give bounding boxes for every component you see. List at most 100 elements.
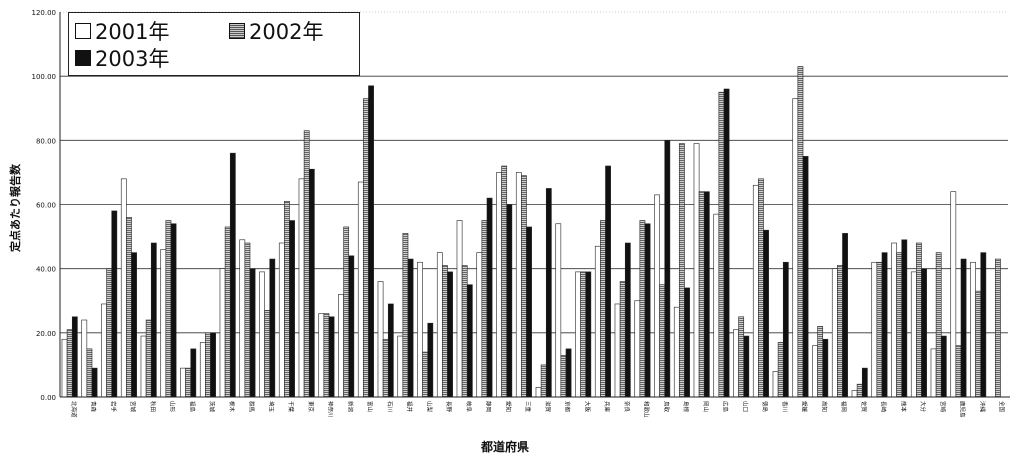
bar-2002年-千葉 [284,200,290,398]
bar-2002年-宮崎 [935,252,942,398]
bar-2003年-東京 [308,168,315,398]
x-tick-label: 長崎 [880,401,888,413]
bar-2001年-宮崎 [930,348,937,398]
bar-2003年-栃木 [229,152,236,398]
bar-2002年-香川 [777,342,784,398]
bar-2002年-愛媛 [797,66,804,398]
x-tick-label: 富山 [366,401,374,412]
x-tick-label: 宮城 [129,401,137,413]
x-axis-title: 都道府県 [480,440,529,454]
bar-2001年-富山 [357,181,364,398]
x-tick-label: 愛媛 [801,401,809,413]
bar-2001年-秋田 [140,335,147,398]
bar-2003年-京都 [565,348,572,398]
bar-2002年-岩手 [106,268,113,398]
bar-2002年-兵庫 [600,220,606,398]
bar-2001年-愛媛 [792,98,799,398]
bar-2002年-山梨 [422,351,429,398]
x-tick-label: 千葉 [287,401,295,413]
bar-2003年-山梨 [427,322,434,398]
bar-2003年-茨城 [210,332,216,398]
bar-2002年-徳島 [758,178,764,398]
x-tick-label: 宮崎 [939,401,947,413]
bar-2002年-神奈川 [323,313,330,398]
x-tick-label: 大分 [919,401,927,413]
bar-2003年-群馬 [249,268,256,398]
bar-2002年-長野 [442,265,448,398]
bar-2003年-秋田 [150,242,157,398]
legend-swatch-2001 [75,23,91,39]
bar-2002年-愛知 [501,165,508,398]
x-tick-label: 和歌山 [643,401,651,418]
bar-2003年-岐阜 [466,284,473,398]
x-tick-label: 全国 [998,401,1006,413]
bar-2003年-広島 [723,88,730,398]
bar-2001年-山形 [160,249,167,398]
y-tick-label: 80.00 [36,137,56,145]
x-tick-label: 佐賀 [860,401,868,413]
bar-2001年-大阪 [575,271,581,398]
bar-2001年-宮城 [120,178,127,398]
bar-2001年-奈良 [614,303,621,398]
bar-2001年-大分 [910,271,917,398]
bar-2002年-岐阜 [461,265,468,398]
bar-2002年-全国 [995,258,1001,398]
bar-2001年-埼玉 [259,271,265,398]
x-tick-label: 高知 [820,401,828,412]
bar-2002年-宮城 [126,217,132,398]
bar-2001年-茨城 [199,342,206,398]
x-tick-label: 岩手 [109,401,117,413]
bar-2003年-和歌山 [644,223,651,398]
bar-2002年-富山 [363,98,369,398]
x-tick-label: 石川 [386,401,393,412]
legend: 2001年 2002年 2003年 [68,12,360,76]
bar-2001年-栃木 [219,268,226,398]
x-tick-label: 鹿児島 [959,401,967,418]
legend-swatch-2002 [229,23,245,39]
bar-2002年-新潟 [343,226,350,398]
bar-2003年-愛知 [506,204,513,398]
bar-2001年-千葉 [278,242,285,398]
x-tick-label: 三重 [524,401,532,413]
x-tick-label: 新潟 [346,401,354,413]
x-tick-label: 北海道 [70,401,78,418]
bar-2001年-香川 [772,371,779,398]
legend-label-2002: 2002年 [249,20,324,44]
bar-2003年-長崎 [881,252,888,398]
gridlines [60,11,1008,334]
bar-2003年-北海道 [71,316,78,398]
bar-2001年-福岡 [831,268,838,398]
legend-label-2003: 2003年 [95,47,170,71]
x-tick-label: 静岡 [485,401,493,413]
bar-2003年-島根 [684,287,690,398]
bar-2002年-三重 [521,175,527,398]
legend-swatch-2003 [75,50,91,66]
bar-2003年-福井 [407,258,414,398]
bar-2002年-埼玉 [264,310,271,398]
legend-item-2001: 2001年 [75,19,169,44]
bar-2003年-千葉 [289,220,295,398]
bar-2002年-京都 [560,354,567,398]
bar-2001年-滋賀 [535,387,542,398]
x-tick-label: 沖縄 [978,401,986,413]
bar-2001年-三重 [515,172,522,398]
bar-2001年-鳥取 [654,194,660,398]
bar-2003年-奈良 [624,242,631,398]
bar-2003年-兵庫 [605,165,611,398]
bar-2002年-福岡 [837,265,843,398]
x-tick-label: 広島 [722,401,730,413]
bar-2002年-栃木 [224,226,231,398]
bar-2003年-鹿児島 [960,258,967,398]
bar-2001年-長崎 [871,261,878,398]
x-tick-label: 長野 [445,401,453,413]
y-tick-label: 40.00 [36,266,56,274]
bar-2002年-茨城 [205,332,211,398]
bar-2001年-静岡 [476,252,483,398]
x-tick-label: 山口 [741,401,749,412]
bar-2002年-奈良 [619,281,626,398]
y-tick-label: 120.00 [32,9,57,17]
y-tick-labels: 0.00 20.00 40.00 60.00 80.00 100.00 120.00 [32,9,57,402]
x-tick-label: 茨城 [208,401,216,413]
bar-2001年-愛知 [496,172,502,398]
y-tick-label: 100.00 [32,73,57,81]
